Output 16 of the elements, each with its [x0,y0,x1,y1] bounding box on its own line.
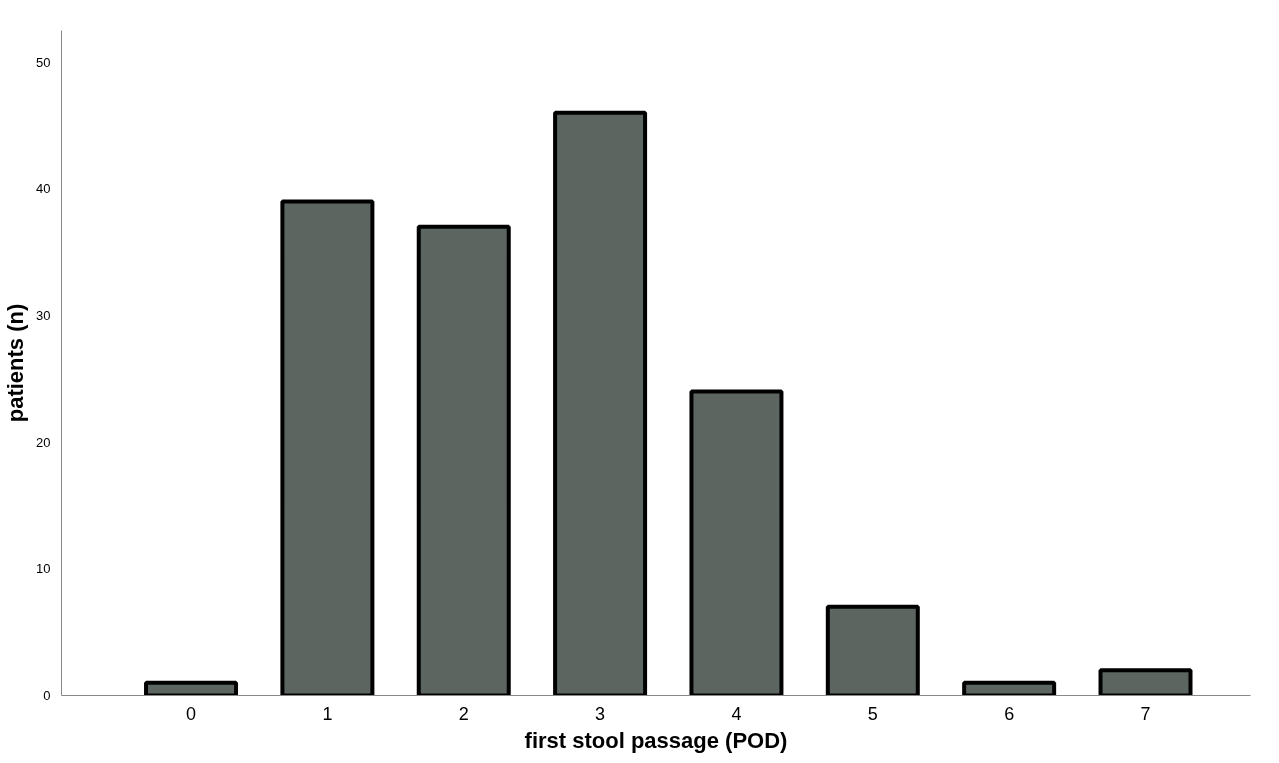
y-axis-title: patients (n) [3,303,29,423]
x-tick-label: 1 [322,703,333,724]
y-tick-label: 30 [36,308,51,323]
x-axis-title: first stool passage (POD) [524,727,788,753]
x-tick-label: 3 [595,703,606,724]
y-tick-label: 20 [36,434,51,450]
y-tick-label: 40 [36,181,51,197]
x-tick-label: 6 [1004,703,1015,724]
x-tick-label: 0 [186,703,197,724]
y-tick-label: 0 [43,688,51,703]
x-tick-label: 7 [1140,703,1151,724]
x-tick-label: 5 [867,703,878,724]
x-tick-label: 4 [731,703,742,724]
y-tick-label: 10 [36,561,51,577]
x-tick-label: 2 [458,703,469,724]
y-tick-label: 50 [36,54,51,70]
